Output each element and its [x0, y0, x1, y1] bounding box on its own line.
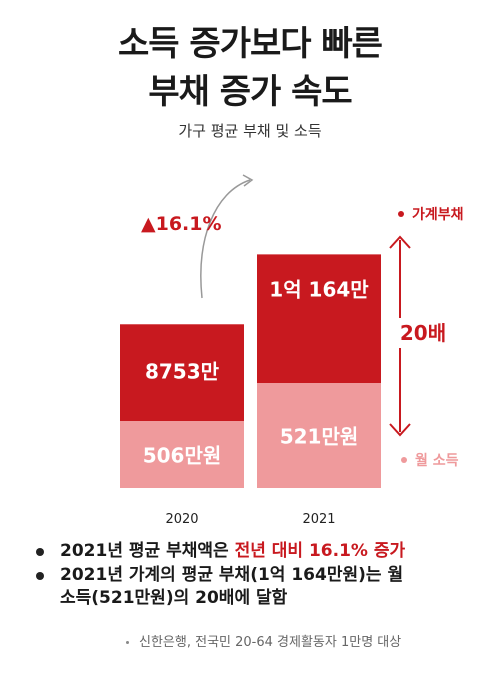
ratio-label-bg: [388, 318, 458, 348]
income-data-label: 506만원: [143, 444, 222, 468]
legend-dot-debt: [398, 211, 404, 217]
chart-title-line2: 부채 증가 속도: [148, 72, 352, 112]
growth-arrow-head: [242, 174, 254, 187]
source-note: 신한은행, 전국민 20-64 경제활동자 1만명 대상: [126, 631, 401, 650]
source-dot: [126, 641, 129, 644]
x-tick-label: 2021: [302, 512, 335, 527]
debt-bar-2021: [257, 254, 381, 383]
bullet2-line2: 소득(521만원)의 20배에 달함: [60, 588, 288, 608]
summary-bullets: 2021년 평균 부채액은 전년 대비 16.1% 증가 2021년 가계의 평…: [30, 540, 480, 611]
source-text: 신한은행, 전국민 20-64 경제활동자 1만명 대상: [139, 635, 402, 650]
chart-title-line1: 소득 증가보다 빠른: [118, 24, 383, 64]
bullet-debt-growth: 2021년 평균 부채액은 전년 대비 16.1% 증가: [30, 540, 480, 563]
income-bar-2020: [120, 421, 244, 488]
x-tick-label: 2020: [165, 512, 198, 527]
ratio-arrow-top-head: [389, 235, 411, 249]
bullet-dot: [36, 548, 44, 556]
chart-subtitle: 가구 평균 부채 및 소득: [178, 122, 322, 140]
income-data-label: 521만원: [280, 425, 359, 449]
debt-bar-2020: [120, 324, 244, 421]
ratio-arrow-bottom-head: [389, 423, 411, 437]
legend-dot-income: [401, 457, 407, 463]
debt-data-label: 8753만: [145, 360, 220, 384]
ratio-label: 20배: [400, 321, 446, 345]
income-bar-2021: [257, 383, 381, 488]
bullet-dot: [36, 572, 44, 580]
legend-label-debt: 가계부채: [412, 207, 464, 223]
debt-data-label: 1억 164만: [269, 277, 369, 301]
bullet2-line1: 2021년 가계의 평균 부채(1억 164만원)는 월: [60, 565, 404, 585]
stacked-bar-chart: 506만원 8753만 2020 521만원 1억 164만 2021 ▲16.1% 20배 가…: [120, 174, 464, 527]
bullet1-text: 2021년 평균 부채액은: [60, 541, 235, 561]
legend-label-income: 월 소득: [415, 452, 459, 469]
bullet-debt-income-ratio: 2021년 가계의 평균 부채(1억 164만원)는 월 소득(521만원)의 …: [30, 564, 480, 610]
growth-label: ▲16.1%: [141, 213, 222, 235]
growth-arrow-line: [200, 179, 251, 299]
bullet1-highlight: 전년 대비 16.1% 증가: [234, 541, 406, 561]
